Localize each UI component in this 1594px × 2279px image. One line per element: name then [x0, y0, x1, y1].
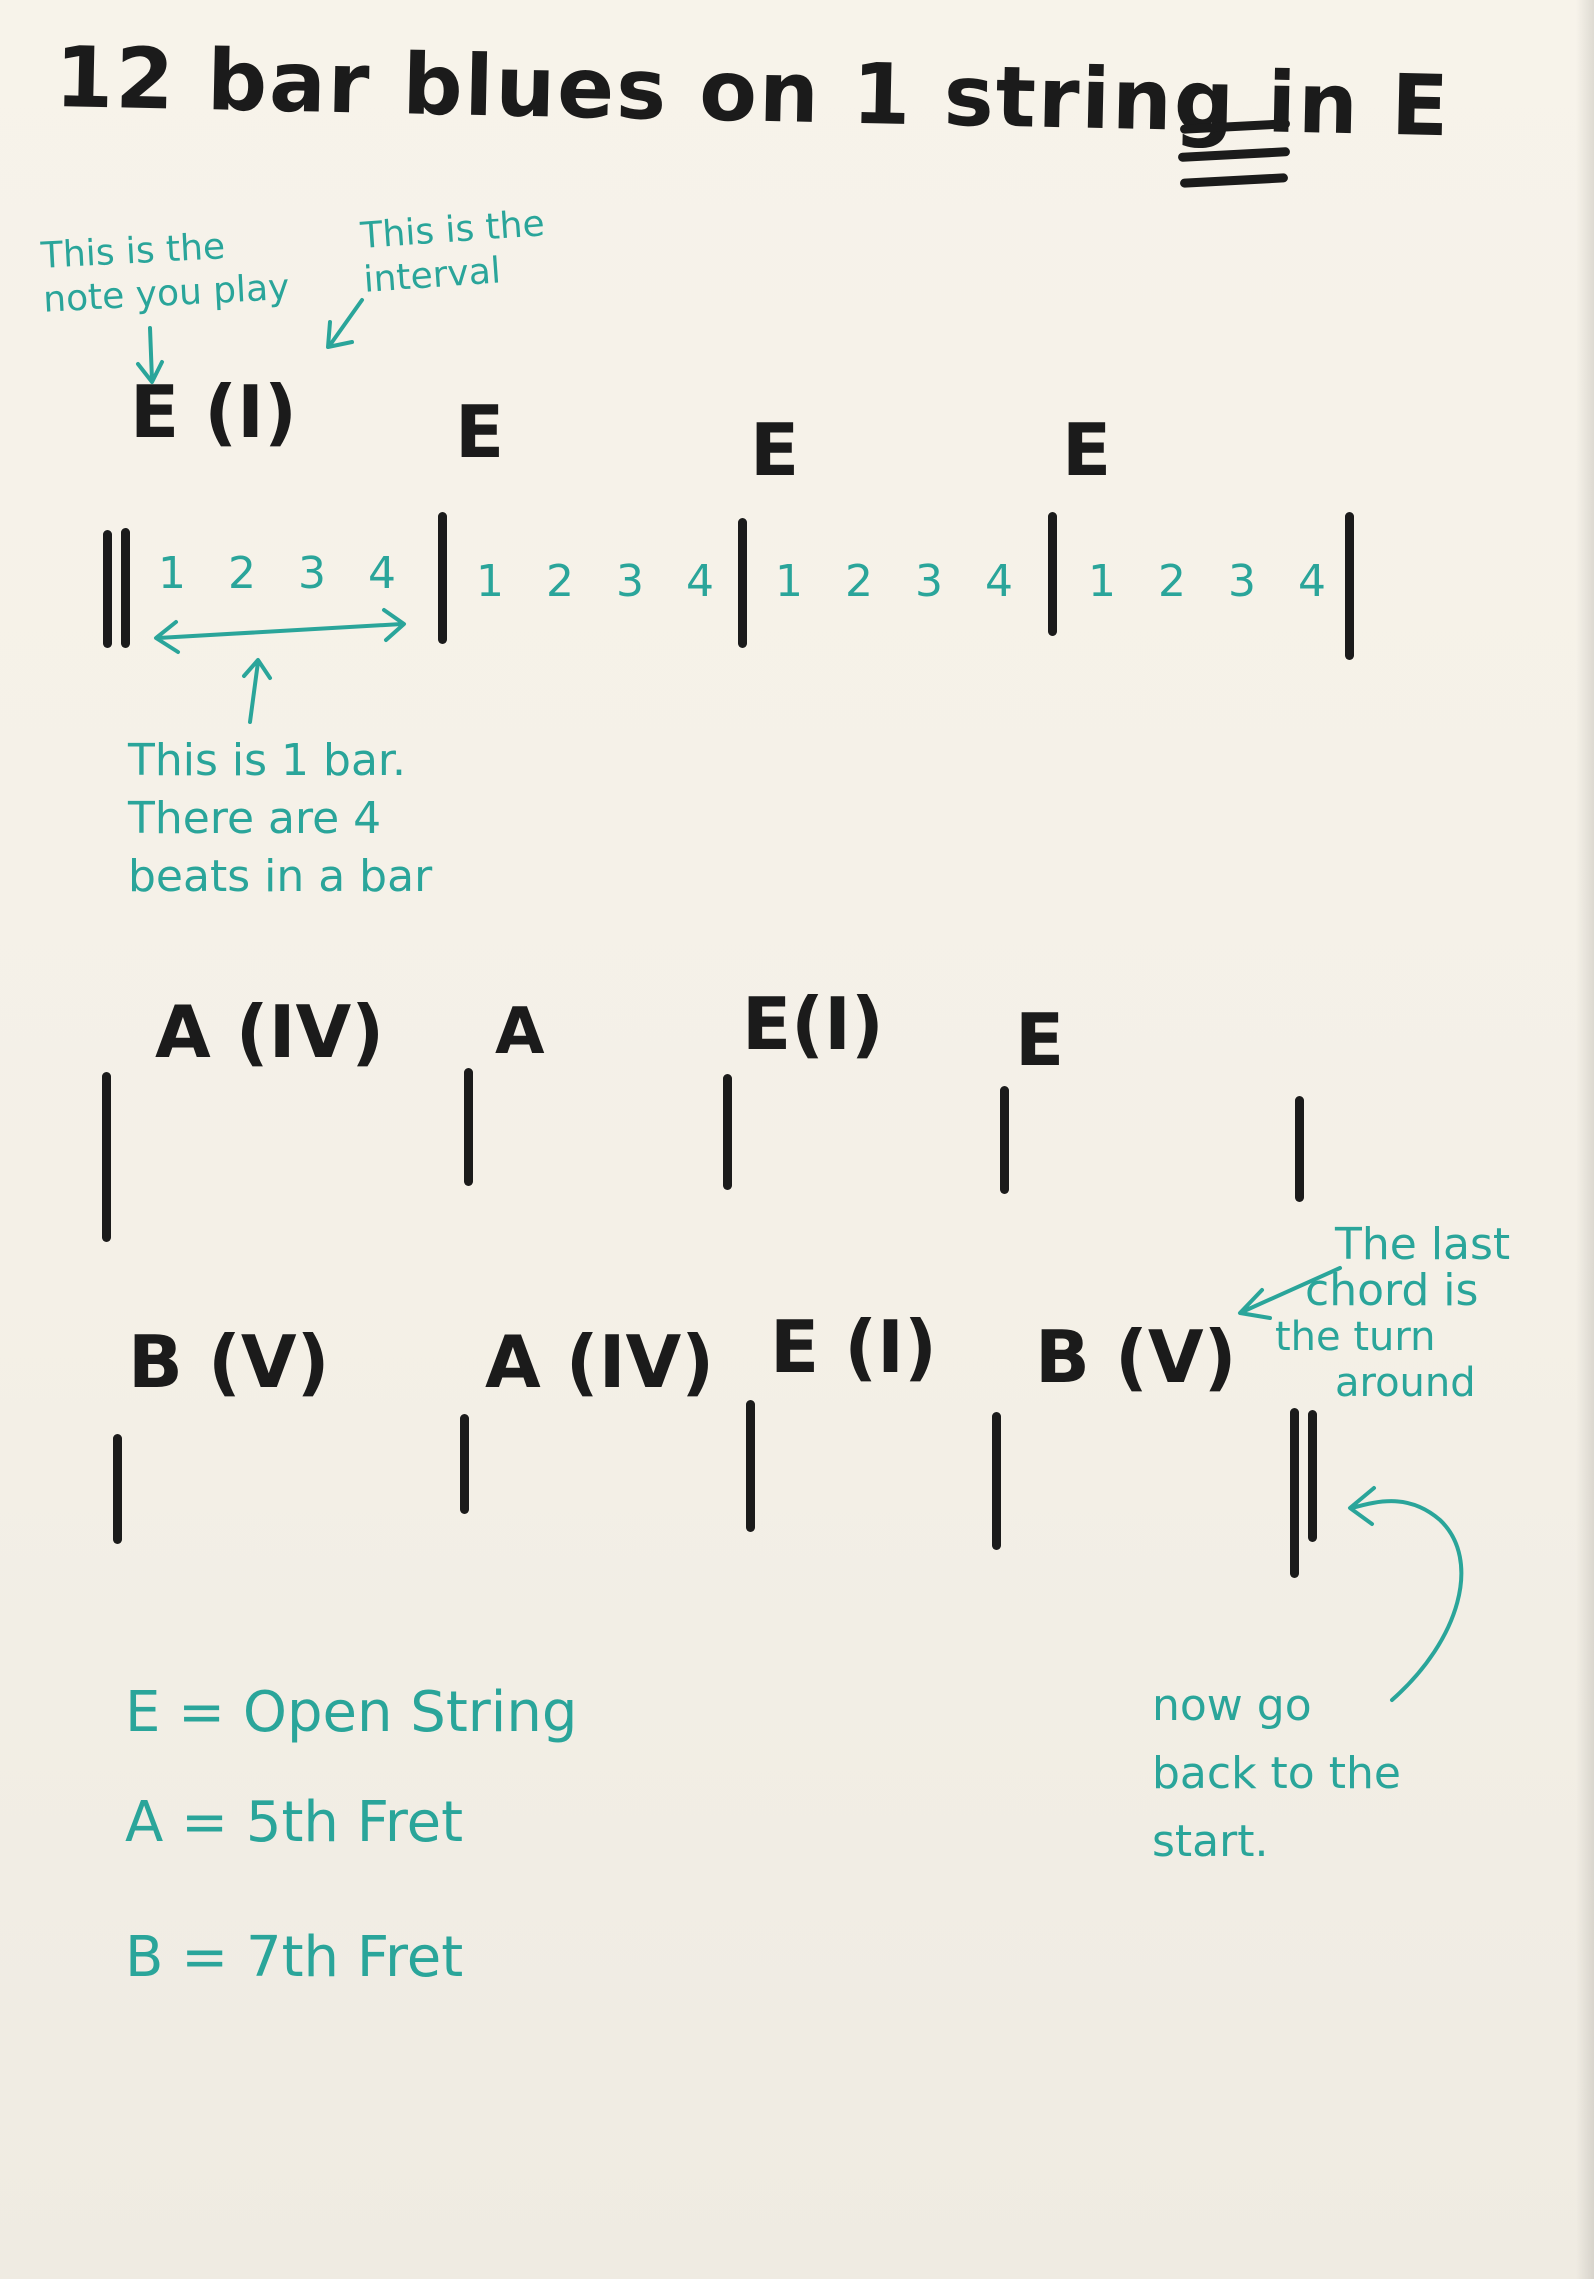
row2-barline-4 — [1000, 1086, 1009, 1194]
row1-chord-3: E — [750, 408, 800, 492]
row1-beats-3: 1 2 3 4 — [775, 556, 1027, 607]
go-back-line-2: back to the — [1152, 1748, 1401, 1799]
row3-barline-end-b — [1308, 1410, 1317, 1542]
one-bar-line-1: This is 1 bar. — [128, 735, 406, 786]
row1-chord-2: E — [455, 390, 505, 474]
one-bar-line-2: There are 4 — [128, 793, 382, 844]
turnaround-line-3: the turn — [1275, 1314, 1436, 1360]
go-back-line-3: start. — [1152, 1816, 1269, 1867]
row2-barline-end — [1295, 1096, 1304, 1202]
row3-barline-3 — [746, 1400, 755, 1532]
turnaround-line-2: chord is — [1305, 1265, 1479, 1316]
row1-beats-4: 1 2 3 4 — [1088, 556, 1340, 607]
row1-chord-1: E (I) — [130, 370, 297, 454]
row2-chord-3: E(I) — [742, 982, 884, 1066]
arrow-note-you-play-icon — [136, 326, 164, 384]
row3-barline-4 — [992, 1412, 1001, 1550]
row1-barline-3 — [738, 518, 747, 648]
arrow-one-bar-span-icon — [154, 608, 406, 654]
row2-chord-2: A — [495, 995, 545, 1069]
row3-chord-2: A (IV) — [485, 1320, 715, 1404]
go-back-annotation: now go back to the start. — [1152, 1672, 1401, 1876]
row1-barline-4 — [1048, 512, 1057, 636]
row1-beats-2: 1 2 3 4 — [476, 556, 728, 607]
row1-barline-end — [1345, 512, 1354, 660]
row1-barline-2 — [438, 512, 447, 644]
row1-barline-start-a — [103, 530, 112, 648]
row2-barline-1 — [102, 1072, 111, 1242]
row3-barline-1 — [113, 1434, 122, 1544]
go-back-line-1: now go — [1152, 1680, 1312, 1731]
row3-chord-4: B (V) — [1035, 1315, 1237, 1399]
turnaround-annotation: The last chord is the turn around — [1275, 1219, 1511, 1407]
arrow-one-bar-up-icon — [242, 658, 272, 724]
row3-barline-end-a — [1290, 1408, 1299, 1578]
legend-open-string: E = Open String — [125, 1680, 578, 1745]
row2-barline-2 — [464, 1068, 473, 1186]
arrow-back-to-start-icon — [1348, 1486, 1464, 1702]
row1-beats-1: 1 2 3 4 — [158, 548, 410, 599]
row1-barline-start-b — [121, 528, 130, 648]
legend-seventh-fret: B = 7th Fret — [125, 1925, 464, 1990]
one-bar-annotation: This is 1 bar. There are 4 beats in a ba… — [128, 732, 432, 906]
row2-chord-1: A (IV) — [155, 990, 385, 1074]
row2-chord-4: E — [1015, 998, 1065, 1082]
legend-fifth-fret: A = 5th Fret — [125, 1790, 464, 1855]
row3-barline-2 — [460, 1414, 469, 1514]
one-bar-line-3: beats in a bar — [128, 851, 433, 902]
arrow-turnaround-icon — [1238, 1266, 1342, 1320]
row1-chord-4: E — [1062, 408, 1112, 492]
paper-edge-shadow — [1576, 0, 1594, 2279]
turnaround-line-1: The last — [1335, 1219, 1511, 1270]
turnaround-line-4: around — [1335, 1360, 1476, 1406]
arrow-interval-icon — [326, 298, 364, 349]
row3-chord-3: E (I) — [770, 1305, 937, 1389]
row2-barline-3 — [723, 1074, 732, 1190]
row3-chord-1: B (V) — [128, 1320, 330, 1404]
